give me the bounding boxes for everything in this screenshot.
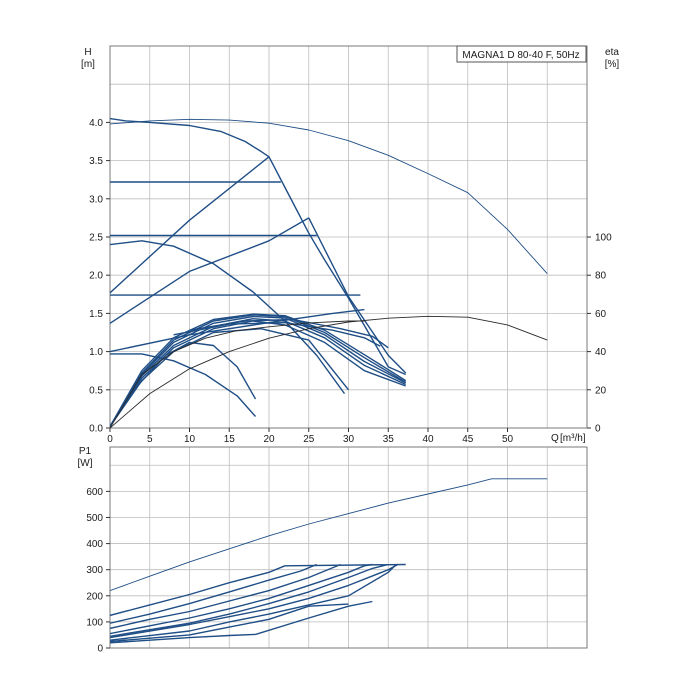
y-tick-label: 200: [86, 591, 103, 602]
x-tick-label: 15: [224, 434, 236, 445]
p1-axis-unit: [W]: [78, 458, 93, 469]
x-axis-label: Q: [551, 433, 559, 444]
efficiency-curve-20: [110, 320, 365, 428]
performance-curve-13: [110, 318, 406, 427]
x-tick-label: 25: [303, 434, 315, 445]
performance-curve-9: [110, 353, 257, 417]
x-tick-label: 5: [147, 434, 153, 445]
y-tick-label: 0.0: [89, 424, 103, 435]
x-tick-label: 0: [107, 434, 113, 445]
performance-curve-9: [110, 633, 256, 644]
y-tick-label: 3.5: [89, 156, 103, 167]
x-axis-unit: [m³/h]: [560, 433, 586, 444]
performance-curve-4: [110, 156, 270, 294]
performance-curve-7: [110, 240, 346, 395]
performance-curve-2: [110, 563, 317, 624]
y2-axis-label: eta: [605, 47, 619, 58]
performance-curve-18: [189, 318, 389, 349]
y-tick-label: 1.0: [89, 347, 103, 358]
y2-tick-label: 80: [595, 271, 607, 282]
performance-curve-5: [110, 563, 389, 637]
y-tick-label: 0.5: [89, 385, 103, 396]
y-tick-label: 100: [86, 617, 103, 628]
performance-curve-21: [110, 118, 548, 275]
performance-curve-6: [308, 217, 407, 374]
y2-tick-label: 100: [595, 233, 612, 244]
y2-tick-label: 0: [595, 424, 601, 435]
x-tick-label: 20: [263, 434, 275, 445]
performance-curve-3: [110, 563, 341, 630]
head-panel: 0.0 0.5 1.0 1.5 2.0 2.5 3.0 3.5 4.0 0 5 10 15 20 25 30 3…: [89, 45, 612, 445]
x-tick-label: 40: [422, 434, 434, 445]
x-tick-label: 35: [383, 434, 395, 445]
y-tick-label: 400: [86, 539, 103, 550]
performance-curve-16: [110, 313, 407, 427]
x-tick-label: 50: [502, 434, 514, 445]
y-tick-label: 1.5: [89, 309, 103, 320]
y-tick-label: 4.0: [89, 118, 103, 129]
performance-curve-8: [110, 603, 349, 643]
y-tick-label: 2.0: [89, 271, 103, 282]
y-axis-unit: [m]: [81, 59, 95, 70]
x-tick-label: 45: [462, 434, 474, 445]
performance-curve-5: [110, 217, 310, 324]
y-tick-label: 3.0: [89, 194, 103, 205]
plot-frame: [109, 446, 588, 649]
y-axis-label: H: [84, 47, 91, 58]
performance-curve-10: [255, 600, 373, 636]
y-tick-label: 600: [86, 487, 103, 498]
chart-title: MAGNA1 D 80-40 F, 50Hz: [456, 45, 587, 63]
performance-curve-0: [110, 478, 548, 592]
y2-tick-label: 60: [595, 309, 607, 320]
head-curves: [110, 117, 548, 428]
performance-curve-7: [110, 564, 397, 641]
power-curves: [110, 478, 548, 644]
performance-curve-11: [110, 328, 350, 427]
x-tick-label: 30: [343, 434, 355, 445]
performance-curve-17: [173, 321, 381, 347]
efficiency-curve-19: [110, 315, 548, 428]
y-tick-label: 500: [86, 513, 103, 524]
performance-curve-1: [110, 563, 406, 617]
chart-title-text: MAGNA1 D 80-40 F, 50Hz: [462, 50, 579, 61]
performance-curve-4: [110, 563, 373, 635]
p1-axis-label: P1: [79, 446, 92, 457]
y2-tick-label: 20: [595, 385, 607, 396]
power-panel: 0 100 200 300 400 500 600: [86, 446, 588, 655]
y-tick-label: 300: [86, 565, 103, 576]
y-tick-label: 2.5: [89, 233, 103, 244]
performance-curve-6: [110, 563, 399, 639]
performance-curve-14: [110, 315, 407, 427]
y2-tick-label: 40: [595, 347, 607, 358]
x-tick-label: 10: [184, 434, 196, 445]
y2-axis-unit: [%]: [605, 59, 620, 70]
y-tick-label: 0: [97, 644, 103, 655]
